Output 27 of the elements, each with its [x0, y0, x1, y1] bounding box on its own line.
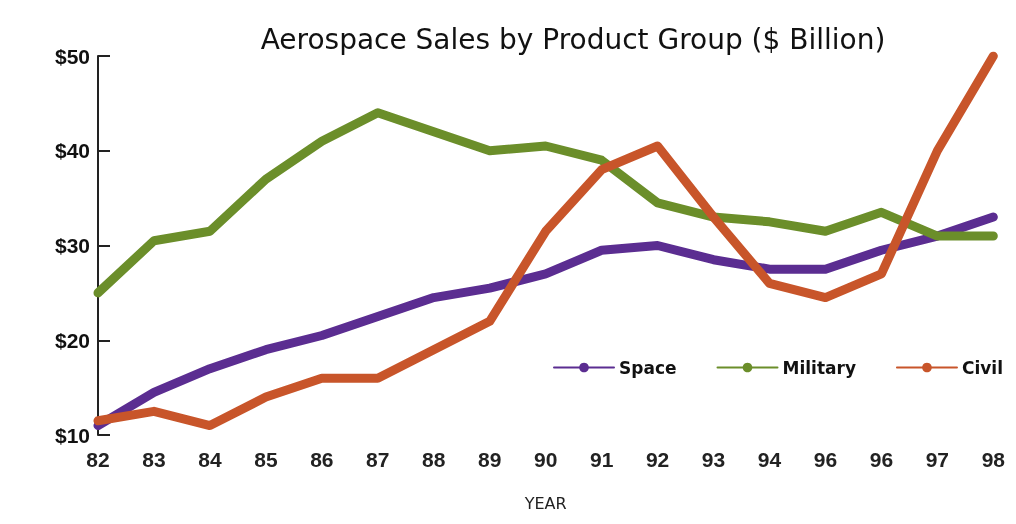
x-tick-label: 88 — [422, 448, 446, 471]
x-tick-label: 91 — [589, 448, 614, 471]
x-tick-label: 96 — [869, 448, 894, 471]
legend-label: Space — [619, 357, 677, 378]
y-tick-label: $20 — [54, 328, 90, 352]
x-tick-label: 93 — [701, 448, 726, 471]
x-tick-label: 94 — [757, 448, 782, 471]
x-tick-label: 92 — [645, 448, 670, 471]
legend-label: Civil — [961, 357, 1004, 378]
x-tick-label: 87 — [366, 448, 390, 471]
chart-title: Aerospace Sales by Product Group ($ Billion) — [260, 22, 886, 56]
x-tick-label: 98 — [981, 448, 1006, 471]
x-tick-label: 89 — [478, 448, 502, 471]
y-tick-label: $10 — [54, 423, 90, 447]
legend-label: Military — [782, 357, 856, 378]
x-tick-label: 86 — [310, 448, 334, 471]
x-tick-label: 82 — [86, 448, 110, 471]
x-tick-label: 85 — [254, 448, 278, 471]
y-tick-label: $40 — [54, 139, 90, 163]
y-tick-label: $50 — [54, 44, 90, 68]
x-tick-label: 97 — [925, 448, 950, 471]
x-axis-title: YEAR — [523, 493, 567, 513]
x-tick-label: 84 — [198, 448, 222, 471]
x-tick-label: 83 — [142, 448, 166, 471]
y-tick-label: $30 — [54, 234, 90, 257]
x-tick-label: 90 — [533, 448, 558, 471]
x-tick-label: 96 — [813, 448, 838, 471]
